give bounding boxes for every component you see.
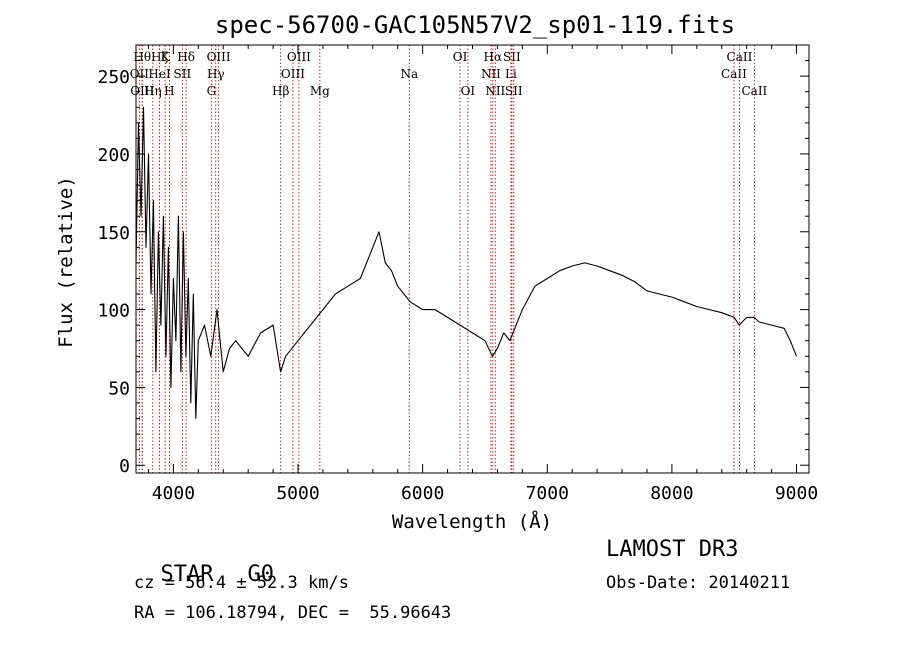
y-axis: 0 50 100 150 200 250	[97, 60, 809, 477]
spectral-line-label: Hδ	[177, 50, 195, 64]
spectral-line-label: CaII	[741, 84, 767, 98]
y-tick-label: 100	[97, 301, 130, 322]
spectral-line-label: Hη	[144, 84, 162, 98]
spectral-line-label: HeI	[148, 67, 171, 81]
y-tick-label: 50	[108, 378, 130, 399]
spectral-line-label: Mg	[310, 84, 330, 98]
x-axis: 4000 5000 6000 7000 8000 9000	[147, 45, 818, 504]
spectral-line-markers: OIIHθOIIIHηHζHeIKHSIIHδHγGOIIIHβOIIIOIII…	[130, 45, 768, 473]
spectral-line-label: NII	[485, 84, 505, 98]
plot-frame	[135, 44, 810, 474]
spectral-line-label: Na	[400, 67, 418, 81]
y-axis-label: Flux (relative)	[55, 176, 77, 348]
x-tick-label: 9000	[775, 483, 818, 504]
x-tick-label: 4000	[152, 483, 195, 504]
subclass-label: G0	[247, 562, 274, 587]
y-tick-label: 250	[97, 67, 130, 88]
y-tick-label: 150	[97, 223, 130, 244]
spectral-line-label: SII	[503, 50, 521, 64]
spectral-line-label: CaII	[727, 50, 753, 64]
spectral-line-label: OIII	[207, 50, 231, 64]
spectral-line-label: OII	[130, 67, 150, 81]
spectral-line-label: NII	[481, 67, 501, 81]
spectral-line-label: CaII	[721, 67, 747, 81]
spectral-line-label: OI	[453, 50, 468, 64]
spectral-line-label: Hα	[484, 50, 503, 64]
y-tick-label: 0	[119, 456, 130, 477]
y-tick-label: 200	[97, 145, 130, 166]
spectral-line-label: Hβ	[272, 84, 289, 98]
spectral-line-label: G	[207, 84, 217, 98]
spectral-line-label: OIII	[281, 67, 305, 81]
spectral-line-label: OI	[461, 84, 476, 98]
spectral-line-label: OIII	[287, 50, 311, 64]
x-axis-label: Wavelength (Å)	[392, 510, 552, 533]
coordinates-readout: RA = 106.18794, DEC = 55.96643	[134, 603, 452, 623]
x-tick-label: 7000	[526, 483, 569, 504]
spectral-line-label: Hγ	[207, 67, 225, 81]
redshift-readout: cz = 56.4 ± 52.3 km/s	[134, 573, 349, 593]
chart-title: spec-56700-GAC105N57V2_sp01-119.fits	[215, 11, 735, 39]
x-tick-label: 6000	[401, 483, 444, 504]
spectrum-line	[135, 106, 798, 420]
obs-date: Obs-Date: 20140211	[606, 573, 791, 593]
spectral-line-label: SII	[505, 84, 523, 98]
survey-name: LAMOST DR3	[606, 537, 739, 562]
spectral-line-label: K	[161, 50, 171, 64]
spectral-line-label: H	[164, 84, 174, 98]
object-class: STAR G0	[134, 537, 274, 587]
class-label: STAR	[160, 562, 214, 587]
x-tick-label: 5000	[276, 483, 319, 504]
spectral-line-label: SII	[174, 67, 192, 81]
x-tick-label: 8000	[650, 483, 693, 504]
spectral-line-label: Li	[505, 67, 517, 81]
